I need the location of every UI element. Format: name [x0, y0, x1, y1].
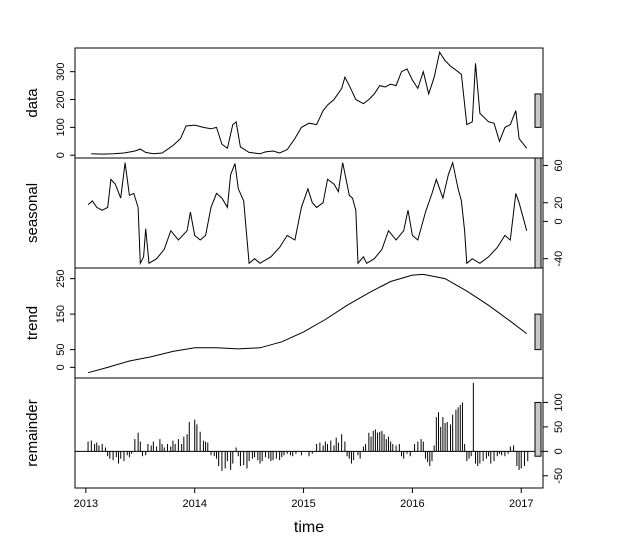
left-tick-label: 50	[55, 343, 67, 355]
panel-remainder-frame	[74, 377, 544, 489]
panel-data-frame	[74, 47, 544, 159]
x-tick-label: 2015	[291, 498, 315, 510]
left-tick-label: 250	[55, 269, 67, 287]
panel-label-data: data	[24, 88, 41, 118]
panel-trend: 0 50 150 250 trend	[24, 267, 544, 379]
left-tick-label: 200	[55, 90, 67, 108]
range-bar-data	[534, 93, 542, 128]
x-tick-label: 2014	[182, 498, 206, 510]
panel-label-trend: trend	[24, 306, 41, 340]
right-tick-label: 50	[553, 421, 565, 433]
right-tick-group: 100 50 0 -50	[543, 393, 565, 484]
panel-seasonal: 60 20 0 -40 seasonal	[24, 157, 565, 269]
right-tick-group: 60 20 0 -40	[543, 159, 565, 267]
x-tick-label: 2013	[74, 498, 98, 510]
range-bar-seasonal	[534, 157, 542, 269]
left-tick-label: 0	[55, 152, 67, 158]
right-tick-label: -50	[553, 468, 565, 484]
x-axis: 2013 2014 2015 2016 2017 time	[74, 488, 533, 536]
panel-label-seasonal: seasonal	[24, 183, 41, 243]
series-line-seasonal	[87, 160, 528, 266]
left-tick-group: 0 100 200 300	[55, 62, 75, 158]
right-tick-label: 0	[553, 448, 565, 454]
panel-trend-frame	[74, 267, 544, 379]
left-tick-label: 300	[55, 62, 67, 80]
left-tick-label: 100	[55, 118, 67, 136]
panel-label-remainder: remainder	[24, 399, 41, 467]
x-axis-title: time	[294, 519, 324, 536]
panel-data: 0 100 200 300 data	[24, 47, 544, 159]
remainder-bar-group	[87, 382, 529, 471]
range-bar-trend	[534, 313, 542, 351]
range-bar-remainder	[534, 401, 542, 457]
series-line-trend	[87, 273, 528, 374]
x-tick-label: 2017	[509, 498, 533, 510]
right-tick-label: 100	[553, 393, 565, 411]
right-tick-label: 20	[553, 197, 565, 209]
right-tick-label: 0	[553, 218, 565, 224]
right-tick-label: -40	[553, 251, 565, 267]
series-line-data	[91, 50, 528, 155]
x-tick-label: 2016	[400, 498, 424, 510]
x-tick-group: 2013 2014 2015 2016 2017	[74, 488, 533, 510]
left-tick-group: 0 50 150 250	[55, 269, 75, 370]
panel-remainder: 100 50 0 -50 remainder	[24, 377, 565, 489]
left-tick-label: 0	[55, 364, 67, 370]
right-tick-label: 60	[553, 159, 565, 171]
panel-seasonal-frame	[74, 157, 544, 269]
left-tick-label: 150	[55, 305, 67, 323]
